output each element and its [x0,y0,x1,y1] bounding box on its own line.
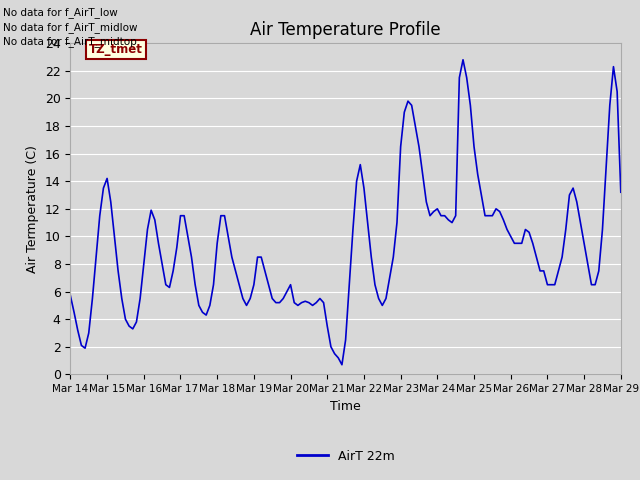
Y-axis label: Air Termperature (C): Air Termperature (C) [26,145,39,273]
Text: TZ_tmet: TZ_tmet [89,43,143,56]
Text: No data for f_AirT_low: No data for f_AirT_low [3,7,118,18]
Title: Air Temperature Profile: Air Temperature Profile [250,21,441,39]
Text: No data for f_AirT_midlow: No data for f_AirT_midlow [3,22,138,33]
Legend: AirT 22m: AirT 22m [292,444,399,468]
X-axis label: Time: Time [330,400,361,413]
Text: No data for f_AirT_midtop: No data for f_AirT_midtop [3,36,137,47]
